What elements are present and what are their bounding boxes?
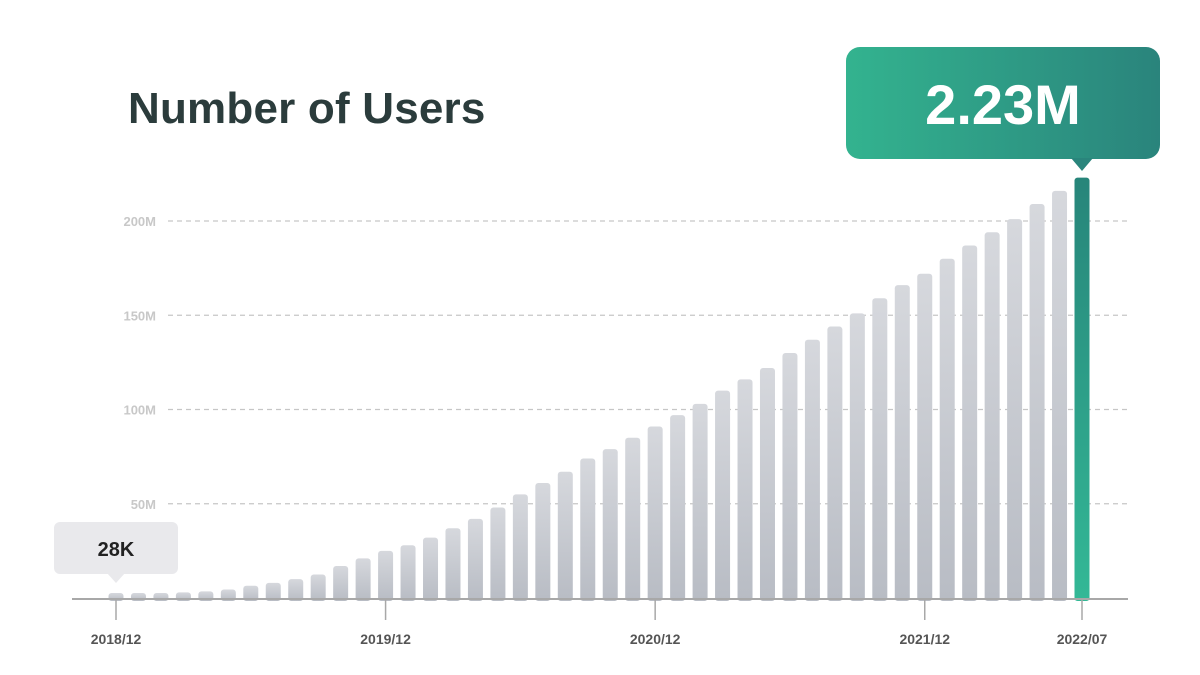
bar (939, 258, 955, 601)
bar (917, 273, 933, 601)
start-value-callout: 28K (54, 522, 178, 583)
bar (625, 437, 641, 601)
bar (984, 232, 1000, 601)
bar (355, 558, 371, 601)
x-tick-label: 2020/12 (630, 631, 681, 647)
bars (108, 177, 1090, 602)
bar (490, 507, 506, 601)
bar (759, 368, 775, 601)
chart-title: Number of Users (128, 84, 486, 133)
bar (962, 245, 978, 601)
callouts: 28K 2.23M (54, 47, 1160, 583)
bar (580, 458, 596, 601)
bar (535, 483, 551, 601)
bar (647, 426, 663, 601)
bar (692, 403, 708, 601)
bar (378, 550, 394, 601)
y-tick-label: 100M (123, 403, 156, 418)
bar (1052, 190, 1068, 601)
bar (445, 528, 461, 601)
x-tick-label: 2022/07 (1057, 631, 1108, 647)
latest-value-label: 2.23M (925, 73, 1081, 136)
y-tick-label: 150M (123, 308, 156, 323)
bar (872, 298, 888, 601)
x-tick-label: 2018/12 (91, 631, 142, 647)
bar (715, 390, 731, 601)
bar (265, 582, 281, 601)
bar (557, 471, 573, 601)
bar (423, 537, 439, 601)
bar (467, 518, 483, 601)
bar (512, 494, 528, 601)
bar (804, 339, 820, 601)
bar (243, 585, 259, 601)
latest-value-callout: 2.23M (846, 47, 1160, 171)
bar (894, 285, 910, 601)
bar (782, 352, 798, 601)
bar (333, 565, 349, 601)
bar (400, 545, 416, 601)
bar (737, 379, 753, 601)
bar (1007, 219, 1023, 602)
y-axis-labels: 50M 100M 150M 200M (123, 214, 156, 512)
x-axis: 2018/12 2019/12 2020/12 2021/12 2022/07 (72, 598, 1128, 647)
y-tick-label: 50M (131, 497, 156, 512)
x-tick-label: 2019/12 (360, 631, 411, 647)
bar-highlight (1074, 177, 1090, 601)
bar (827, 326, 843, 601)
bar (602, 449, 618, 601)
bar (670, 415, 686, 601)
bar (849, 313, 865, 601)
start-value-label: 28K (98, 539, 135, 561)
y-tick-label: 200M (123, 214, 156, 229)
x-tick-label: 2021/12 (899, 631, 950, 647)
bar (288, 579, 304, 601)
bar (310, 574, 326, 601)
bar (1029, 204, 1045, 601)
